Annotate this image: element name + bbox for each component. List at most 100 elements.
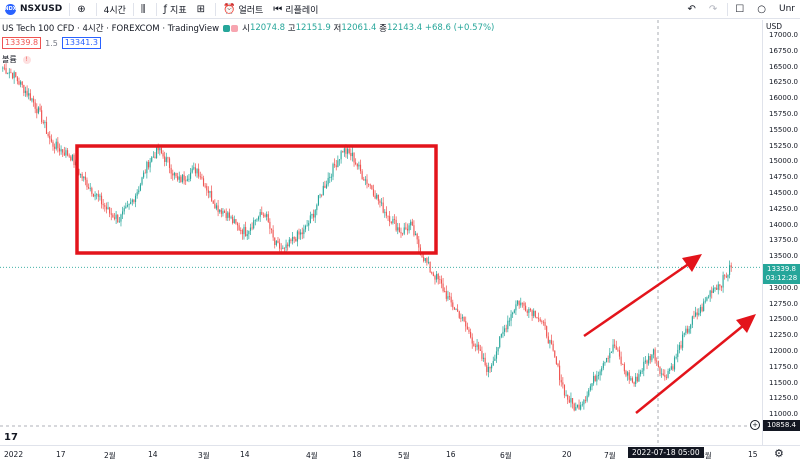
candle-body <box>96 194 98 196</box>
candle-body <box>34 102 36 109</box>
candle-body <box>701 306 703 312</box>
candle-body <box>635 376 637 384</box>
candle-body <box>18 81 20 85</box>
sell-button[interactable]: 13339.8 <box>2 37 42 49</box>
candle-body <box>332 164 334 177</box>
undo-button[interactable]: ↶ <box>683 0 704 19</box>
candle-body <box>568 399 570 403</box>
candle-body <box>298 231 300 235</box>
high-label: 고 <box>287 24 296 34</box>
candle-body <box>287 244 289 247</box>
candle-body <box>372 189 375 196</box>
interval-button[interactable]: 4시간 <box>103 5 126 16</box>
candle-body <box>554 350 556 357</box>
tradingview-logo-icon[interactable]: 17 <box>4 432 18 443</box>
candle-body <box>253 220 255 229</box>
candle-body <box>232 216 234 224</box>
candle-body <box>104 205 106 207</box>
candle-body <box>665 376 668 378</box>
toolbar-right-group: ↶ ↷ ☐ ○ Unr <box>683 0 800 19</box>
candle-body <box>100 195 103 205</box>
candle-body <box>377 194 379 201</box>
candle-body <box>429 261 431 273</box>
unr-label[interactable]: Unr <box>779 4 795 14</box>
candle-body <box>581 404 583 406</box>
candle-body <box>578 404 580 410</box>
candle-body <box>185 180 187 182</box>
candle-body <box>251 227 253 229</box>
price-tick: 14000.0 <box>769 220 798 229</box>
low-value: 12061.4 <box>341 23 377 33</box>
gear-icon[interactable]: ⚙ <box>774 447 784 460</box>
settings-circle-button[interactable]: ○ <box>752 0 774 19</box>
candle-body <box>308 223 310 226</box>
candle-body <box>261 212 263 215</box>
candle-body <box>416 233 418 240</box>
candle-body <box>654 349 656 361</box>
candle-body <box>54 146 56 149</box>
compare-button[interactable]: ⊕ <box>72 0 93 19</box>
candle-body <box>157 146 159 151</box>
candle-body <box>99 195 101 197</box>
volume-warning-icon[interactable]: ! <box>22 55 31 64</box>
candle-body <box>249 227 252 231</box>
candle-body <box>295 238 297 242</box>
candle-body <box>495 351 498 359</box>
price-chart[interactable] <box>0 20 762 445</box>
candle-body <box>223 211 226 213</box>
candle-body <box>92 193 95 197</box>
buy-button[interactable]: 13341.3 <box>61 37 101 49</box>
candle-body <box>256 219 258 221</box>
candle-body <box>143 172 145 178</box>
fullscreen-button[interactable]: ☐ <box>730 0 752 19</box>
candle-body <box>313 213 315 218</box>
candle-body <box>186 179 188 181</box>
candle-body <box>505 328 507 330</box>
candle-body <box>678 345 680 350</box>
candle-body <box>225 212 227 218</box>
candle-body <box>180 176 182 182</box>
candle-body <box>264 214 266 217</box>
candle-body <box>652 349 655 355</box>
price-axis[interactable] <box>762 20 800 445</box>
candle-body <box>474 346 477 347</box>
currency-label[interactable]: USD <box>766 22 783 31</box>
candle-body <box>580 405 582 410</box>
time-axis[interactable] <box>0 445 800 463</box>
candle-body <box>24 90 27 93</box>
indicators-button[interactable]: ƒ 지표 <box>159 0 192 19</box>
candle-body <box>533 310 535 316</box>
candle-body <box>282 247 284 249</box>
crosshair-plus-icon[interactable]: + <box>750 420 760 430</box>
candle-body <box>683 333 685 335</box>
candle-body <box>340 151 342 160</box>
redo-button[interactable]: ↷ <box>704 0 725 19</box>
candle-body <box>235 219 237 224</box>
candle-body <box>122 211 124 215</box>
candle-body <box>529 308 532 311</box>
candle-body <box>288 239 290 247</box>
chart-type-button[interactable]: ⫼ <box>136 0 154 19</box>
candle-body <box>204 185 206 187</box>
candle-body <box>667 370 669 378</box>
candle-body <box>392 219 394 224</box>
candle-body <box>319 194 321 196</box>
close-label: 종 <box>379 24 387 34</box>
candle-body <box>720 286 723 288</box>
undo-icon: ↶ <box>687 3 696 15</box>
replay-button[interactable]: ⏮ 리플레이 <box>268 0 323 19</box>
candle-body <box>673 357 676 370</box>
candle-body <box>314 210 316 218</box>
candle-body <box>466 326 468 330</box>
market-status-icon[interactable] <box>223 24 239 32</box>
candle-body <box>662 373 664 376</box>
layouts-button[interactable]: ⊞ <box>192 0 213 19</box>
candle-body <box>703 301 705 312</box>
candle-body <box>570 398 572 403</box>
candle-body <box>91 188 93 194</box>
symbol-search[interactable]: NDX NSXUSD <box>0 0 67 19</box>
alert-button[interactable]: ⏰ 얼러트 <box>218 0 268 19</box>
candle-body <box>542 321 544 323</box>
candle-body <box>445 291 447 299</box>
candle-body <box>677 349 679 357</box>
